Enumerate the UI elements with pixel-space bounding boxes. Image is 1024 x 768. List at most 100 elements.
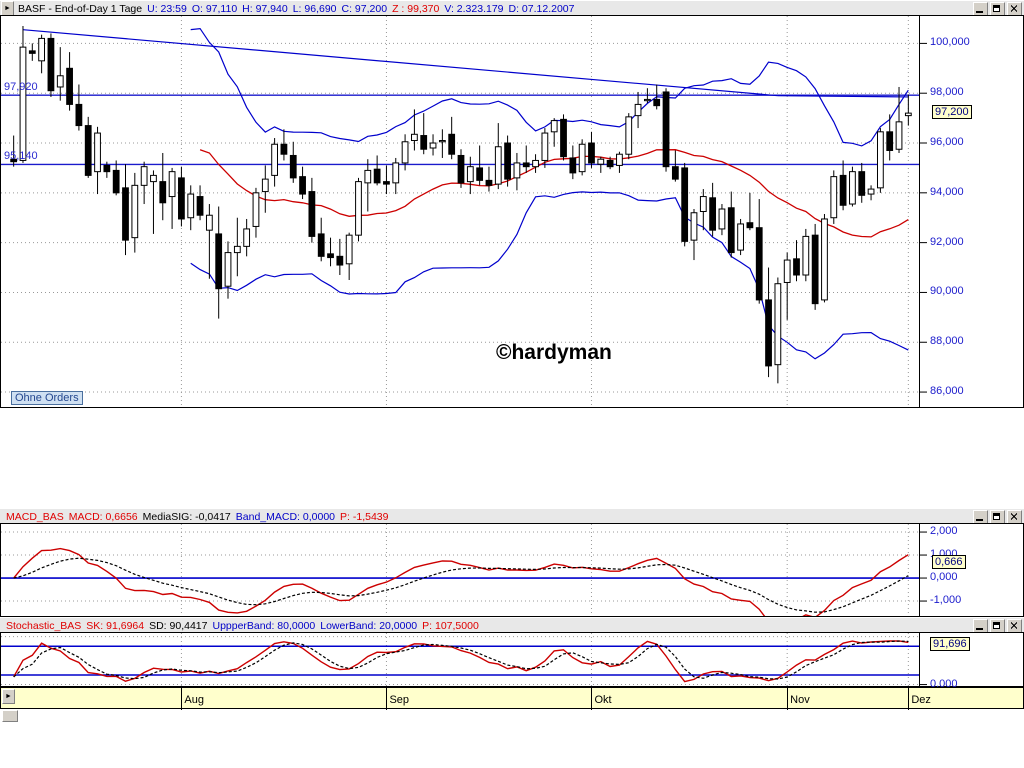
candlestick	[867, 188, 875, 195]
candlestick	[364, 169, 372, 184]
macd-axis-tick-2: 0,000	[930, 571, 958, 584]
orders-status-box[interactable]: Ohne Orders	[11, 391, 83, 405]
stoch-current-tag: 91,696	[930, 636, 970, 651]
candlestick	[821, 218, 828, 301]
price-info-field-3: L: 96,690	[292, 2, 337, 15]
candlestick	[112, 169, 120, 194]
candlestick	[830, 176, 838, 219]
candlestick	[411, 133, 418, 142]
close-button[interactable]	[1007, 2, 1022, 16]
maximize-button[interactable]	[990, 510, 1005, 524]
candlestick	[336, 255, 344, 266]
stoch-plot-area[interactable]	[0, 632, 920, 687]
candlestick	[19, 46, 27, 161]
candlestick	[466, 166, 474, 183]
price-pane: ► BASF - End-of-Day 1 Tage U: 23:59 O: 97…	[0, 0, 1024, 408]
candlestick	[233, 245, 241, 254]
macd-pane-window-buttons[interactable]	[973, 510, 1022, 524]
candlestick	[895, 121, 903, 150]
candlestick	[522, 162, 530, 168]
candlestick	[634, 103, 642, 117]
price-axis-tick-2: 90,000	[930, 285, 964, 298]
candlestick	[178, 177, 185, 220]
candlestick	[606, 159, 614, 168]
price-axis-tick-1: 88,000	[930, 335, 964, 348]
candlestick	[84, 125, 92, 176]
stoch-pane-window-buttons[interactable]	[973, 619, 1022, 633]
macd-current-tag: 0,666	[932, 554, 966, 569]
maximize-button[interactable]	[990, 619, 1005, 633]
candlestick	[215, 233, 223, 290]
macd-indicator-name: MACD_BAS	[6, 510, 64, 523]
minimize-button[interactable]	[973, 619, 988, 633]
price-axis-tick-0: 86,000	[930, 385, 964, 398]
month-label-okt: Okt	[594, 694, 612, 706]
candlestick	[886, 131, 894, 151]
candlestick	[504, 142, 511, 180]
close-button[interactable]	[1007, 510, 1022, 524]
stoch-pane-titlebar[interactable]: Stochastic_BAS SK: 91,6964 SD: 90,4417 Uppp…	[0, 617, 1024, 634]
candlestick	[560, 118, 567, 158]
candlestick	[289, 154, 297, 179]
candlestick	[438, 140, 446, 143]
candlestick	[671, 166, 679, 180]
expand-arrow-icon[interactable]: ►	[1, 1, 14, 16]
stoch-axis-tick-0: 0,000	[930, 677, 958, 690]
price-pane-window-buttons[interactable]	[973, 2, 1022, 16]
candlestick	[94, 132, 101, 173]
candlestick	[644, 98, 651, 102]
current-price-tag: 97,200	[932, 105, 972, 120]
candlestick	[746, 222, 754, 229]
month-tick-dez	[908, 688, 910, 710]
stoch-chart-svg	[1, 633, 919, 686]
candlestick	[261, 178, 269, 193]
macd-chart-svg	[1, 524, 919, 616]
candlestick	[448, 133, 456, 155]
price-info-field-2: H: 97,940	[242, 2, 288, 15]
date-axis-bar[interactable]: ► Aug Sep Okt Nov Dez	[0, 687, 1024, 710]
macd-info-field-0: MACD: 0,6656	[68, 510, 138, 523]
month-label-sep: Sep	[389, 694, 410, 706]
stoch-axis-area[interactable]: 0,000 91,696	[920, 632, 1024, 690]
candlestick	[774, 283, 782, 366]
close-button[interactable]	[1007, 619, 1022, 633]
macd-axis-ticks	[920, 531, 927, 602]
price-plot-area[interactable]: 97,920 95,140 Ohne Orders ©hardyman	[0, 15, 920, 408]
candlestick	[131, 184, 139, 239]
horizontal-scroll-stub[interactable]	[2, 710, 18, 722]
candlestick	[625, 116, 633, 155]
candlestick	[66, 67, 73, 105]
candlestick	[345, 234, 353, 265]
stoch-info-field-3: LowerBand: 20,0000	[320, 619, 418, 632]
candlestick	[56, 75, 64, 88]
candlestick	[75, 103, 83, 127]
candlestick	[10, 158, 18, 163]
minimize-button[interactable]	[973, 510, 988, 524]
expand-arrow-icon[interactable]: ►	[2, 689, 15, 704]
candlestick	[401, 141, 409, 164]
candlestick	[271, 143, 278, 176]
price-info-field-4: C: 97,200	[341, 2, 388, 15]
price-axis-area[interactable]: 86,000 88,000 90,000 92,000 94,000 96,000 98,0…	[920, 15, 1024, 408]
candlestick	[690, 212, 698, 241]
candlestick	[150, 174, 157, 183]
candlestick	[569, 157, 577, 174]
candlestick	[755, 227, 763, 301]
hline-label-lower: 95,140	[4, 150, 38, 163]
candlestick	[485, 179, 493, 186]
month-label-aug: Aug	[184, 694, 204, 706]
candlestick	[765, 299, 772, 367]
macd-axis-tick-3: -1,000	[930, 594, 962, 607]
macd-plot-area[interactable]	[0, 523, 920, 617]
price-info-field-6: V: 2.323.179	[444, 2, 504, 15]
maximize-button[interactable]	[990, 2, 1005, 16]
macd-info-field-1: MediaSIG: -0,0417	[142, 510, 231, 523]
month-label-nov: Nov	[790, 694, 810, 706]
candlestick	[383, 181, 390, 185]
stoch-info-field-0: SK: 91,6964	[86, 619, 145, 632]
macd-info-field-3: P: -1,5439	[340, 510, 389, 523]
minimize-button[interactable]	[973, 2, 988, 16]
price-info-field-0: U: 23:59	[147, 2, 187, 15]
candlestick	[858, 171, 866, 196]
